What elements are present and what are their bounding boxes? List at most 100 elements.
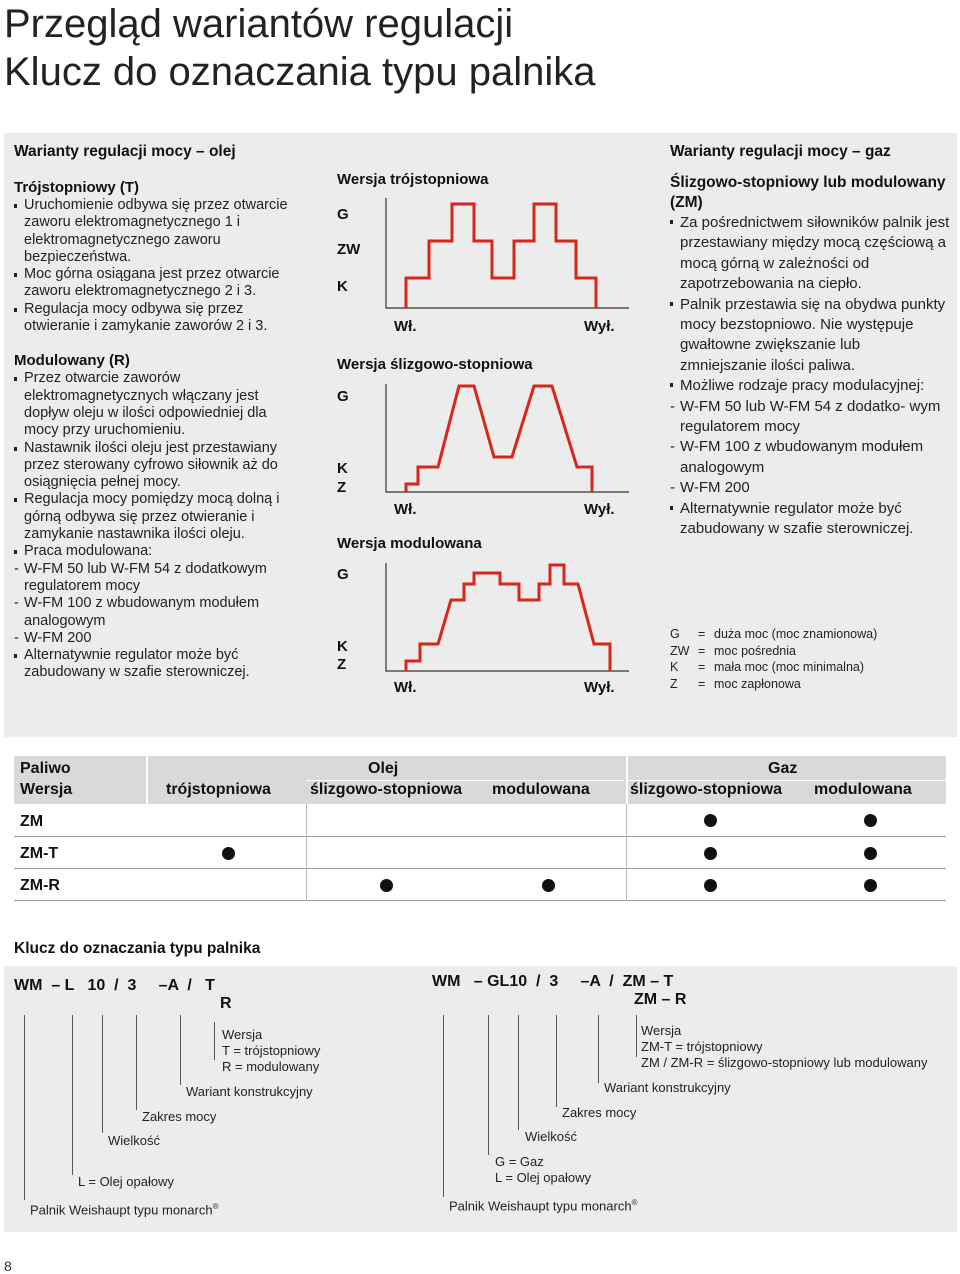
table-dot [704, 879, 717, 892]
level-label: G [337, 388, 349, 405]
modulating-sublist: W-FM 50 lub W-FM 54 z dodatkowym regulat… [14, 561, 296, 648]
key-version-r: ZM / ZM-R = ślizgowo-stopniowy lub modul… [641, 1055, 928, 1070]
modulating-title: Modulowany (R) [14, 352, 130, 370]
table-dot [864, 879, 877, 892]
key-size: Wielkość [108, 1133, 161, 1148]
col-header: trójstopniowa [166, 781, 271, 798]
oil-heading: Warianty regulacji mocy – olej [14, 143, 236, 160]
sub-item: W-FM 50 lub W-FM 54 z dodatkowym regulat… [14, 561, 296, 596]
off-label: Wył. [584, 318, 615, 335]
level-label: K [337, 460, 348, 477]
page-number: 8 [4, 1258, 12, 1274]
code-left: WM – L 10 / 3 –A / T [14, 977, 215, 994]
sub-item: W-FM 50 lub W-FM 54 z dodatko- wym regul… [670, 397, 950, 438]
key-size: Wielkość [525, 1129, 578, 1144]
code-right: WM – GL10 / 3 –A / ZM – T [432, 973, 674, 990]
off-label: Wył. [584, 679, 615, 696]
table-dot [380, 879, 393, 892]
table-dot [704, 847, 717, 860]
table-row [14, 869, 946, 901]
list-item: Regulacja mocy pomiędzy mocą dolną i gór… [14, 491, 296, 543]
modulating-list: Przez otwarcie zaworów elektromagnetyczn… [14, 370, 296, 681]
list-item: Palnik przestawia się na obydwa punkty m… [670, 295, 950, 377]
table-row [14, 804, 946, 837]
on-label: Wł. [394, 501, 417, 518]
list-item: Praca modulowana: W-FM 50 lub W-FM 54 z … [14, 543, 296, 647]
key-heading: Klucz do oznaczania typu palnika [14, 940, 261, 957]
level-legend: G = duża moc (moc znamionowa) ZW = moc pośre… [670, 626, 950, 692]
key-version-title: Wersja [222, 1027, 263, 1042]
col-header: ślizgowo-stopniowa [630, 781, 782, 798]
key-version-title: Wersja [641, 1023, 682, 1038]
page-title-line1: Przegląd wariantów regulacji [4, 2, 514, 46]
level-label: K [337, 638, 348, 655]
key-fuel: L = Olej opałowy [78, 1174, 174, 1189]
row-label: ZM [20, 813, 44, 830]
key-burner: Palnik Weishaupt typu monarch® [449, 1198, 638, 1214]
code-left-alt: R [220, 995, 232, 1012]
three-stage-list: Uruchomienie odbywa się przez otwarcie z… [14, 197, 296, 335]
key-panel [4, 966, 957, 1232]
sub-item: W-FM 200 [670, 478, 950, 499]
level-label: Z [337, 479, 347, 496]
chart-modulated-title: Wersja modulowana [337, 535, 482, 552]
key-burner: Palnik Weishaupt typu monarch® [30, 1202, 219, 1218]
legend-row: K = mała moc (moc minimalna) [670, 660, 865, 674]
three-stage-title: Trójstopniowy (T) [14, 179, 139, 196]
on-label: Wł. [394, 318, 417, 335]
list-item: Alternatywnie regulator może być zabudow… [14, 647, 296, 682]
level-label: ZW [337, 241, 361, 258]
power-curve-three-stage [404, 202, 598, 308]
header-oil: Olej [368, 760, 399, 777]
chart-sliding-title: Wersja ślizgowo-stopniowa [337, 356, 533, 373]
table-dot [864, 814, 877, 827]
page-title: Przegląd wariantów regulacji Klucz do oz… [4, 0, 595, 96]
key-version-t: ZM-T = trójstopniowy [641, 1039, 763, 1054]
level-label: G [337, 566, 349, 583]
table-row [14, 837, 946, 869]
sub-item: W-FM 100 z wbudowanym modułem analogowym [14, 595, 296, 630]
gas-heading: Warianty regulacji mocy – gaz [670, 143, 891, 160]
key-range: Zakres mocy [562, 1105, 637, 1120]
legend-row: G = duża moc (moc znamionowa) [670, 627, 878, 641]
col-header: modulowana [492, 781, 590, 798]
power-curve-sliding [404, 384, 594, 492]
list-item-label: Możliwe rodzaje pracy modulacyjnej: [680, 377, 925, 395]
legend-row: ZW = moc pośrednia [670, 643, 796, 658]
table-dot [222, 847, 235, 860]
key-version-r: R = modulowany [222, 1059, 320, 1074]
list-item: Alternatywnie regulator może być zabudow… [670, 499, 950, 540]
key-fuel-oil: L = Olej opałowy [495, 1170, 591, 1185]
key-range: Zakres mocy [142, 1109, 217, 1124]
list-item: Przez otwarcie zaworów elektromagnetyczn… [14, 370, 296, 439]
key-fuel-gas: G = Gaz [495, 1154, 544, 1169]
level-label: G [337, 206, 349, 223]
list-item: Regulacja mocy odbywa się przez otwieran… [14, 301, 296, 336]
list-item-label: Praca modulowana: [24, 543, 153, 560]
col-header: ślizgowo-stopniowa [310, 781, 462, 798]
on-label: Wł. [394, 679, 417, 696]
list-item: Uruchomienie odbywa się przez otwarcie z… [14, 197, 296, 266]
legend-row: Z = moc zapłonowa [670, 676, 801, 691]
control-diagrams [385, 198, 629, 672]
axes-modulated [385, 563, 629, 672]
gas-sublist: W-FM 50 lub W-FM 54 z dodatko- wym regul… [670, 397, 950, 499]
variant-table: Paliwo Wersja Olej Gaz trójstopniowa śli… [14, 756, 946, 901]
list-item: Za pośrednictwem siłowników palnik jest … [670, 213, 950, 295]
row-label: ZM-R [20, 877, 60, 894]
charts-section: Wersja trójstopniowa G ZW K Wł. Wył. Wer… [334, 168, 634, 708]
table-dot [864, 847, 877, 860]
table-dot [542, 879, 555, 892]
table-dot [704, 814, 717, 827]
gas-section: Warianty regulacji mocy – gaz Ślizgowo-s… [670, 143, 950, 540]
chart-three-stage-title: Wersja trójstopniowa [337, 171, 489, 188]
header-gas: Gaz [768, 760, 798, 777]
axes-sliding [385, 384, 629, 493]
oil-section: Warianty regulacji mocy – olej Trójstopn… [14, 143, 296, 682]
power-curve-modulated [404, 563, 612, 671]
gas-title: Ślizgowo-stopniowy lub modulowany (ZM) [670, 174, 946, 211]
col-header: modulowana [814, 781, 912, 798]
level-label: K [337, 278, 348, 295]
header-version: Wersja [20, 781, 73, 798]
page-title-line2: Klucz do oznaczania typu palnika [4, 50, 596, 94]
